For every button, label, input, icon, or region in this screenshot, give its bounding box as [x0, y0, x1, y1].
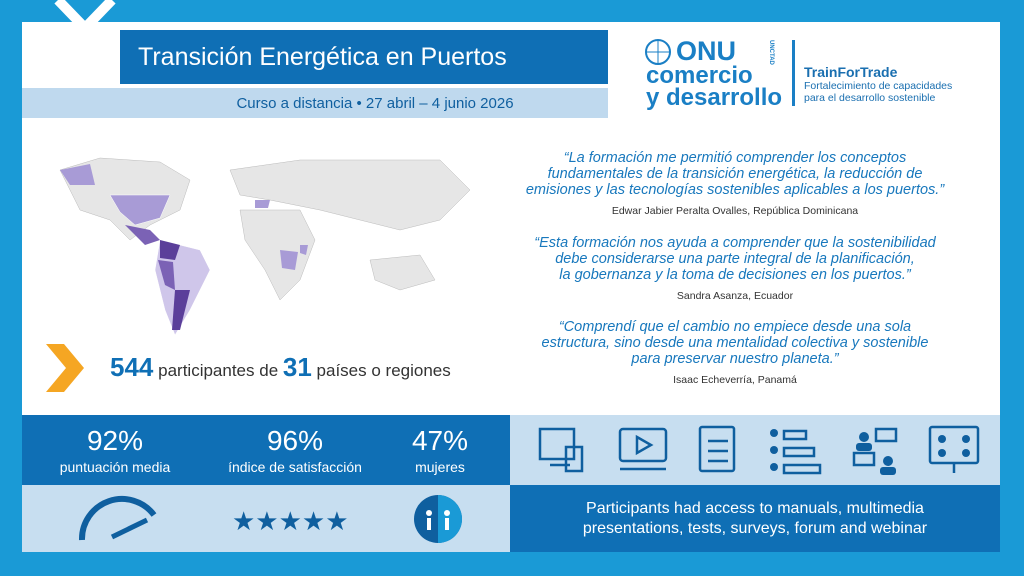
- quote: “Esta formación nos ayuda a comprender q…: [500, 235, 970, 304]
- stats-bar: [22, 415, 510, 485]
- chevron-deco: [54, 0, 116, 70]
- countries-text: países o regiones: [316, 361, 451, 380]
- quote-author: Sandra Asanza, Ecuador: [676, 290, 794, 302]
- stat: 92% puntuación media: [40, 425, 190, 475]
- participants: 544 participantes de 31 países o regione…: [110, 352, 451, 383]
- stat: 47% mujeres: [390, 425, 490, 475]
- participant-count: 544: [110, 352, 154, 382]
- quote: “Comprendí que el cambio no empiece desd…: [500, 319, 970, 388]
- stat-value: 47%: [411, 425, 469, 456]
- stat-value: 92%: [86, 425, 144, 456]
- logo-unctad: UNCTAD: [768, 40, 774, 65]
- trainfortrade: TrainForTrade Fortalecimiento de capacid…: [804, 64, 952, 104]
- quote-line: “La formación me permitió comprender los…: [563, 150, 907, 166]
- tagline: Fortalecimiento de capacidades: [804, 80, 953, 92]
- logo-line3: y desarrollo: [646, 84, 783, 111]
- title: Transición Energética en Puertos: [120, 30, 608, 84]
- stat: 96% índice de satisfacción: [210, 425, 380, 475]
- quote-line: fundamentales de la transición energétic…: [547, 166, 923, 182]
- note-line: Participants had access to manuals, mult…: [586, 499, 924, 517]
- participants-text: participantes de: [158, 361, 279, 380]
- quote-line: “Comprendí que el cambio no empiece desd…: [558, 319, 912, 335]
- tagline: para el desarrollo sostenible: [804, 92, 936, 104]
- stat-value: 96%: [266, 425, 324, 456]
- quote-line: emisiones y las tecnologías sostenibles …: [525, 182, 945, 198]
- quote: “La formación me permitió comprender los…: [500, 150, 970, 219]
- stat-icons: ★★★★★: [78, 495, 462, 543]
- subtitle: Curso a distancia • 27 abril – 4 junio 2…: [22, 88, 608, 118]
- un-emblem: [645, 39, 671, 65]
- resources-icons: [510, 415, 1000, 485]
- quote-line: estructura, sino desde una mentalidad co…: [541, 335, 929, 351]
- quote-line: la gobernanza y la toma de decisiones en…: [559, 267, 911, 283]
- logo-divider: [792, 40, 795, 106]
- note: Participants had access to manuals, mult…: [510, 485, 1000, 552]
- quote-line: “Esta formación nos ayuda a comprender q…: [534, 235, 936, 251]
- note-line: presentations, tests, surveys, forum and…: [582, 519, 928, 537]
- world-map: [59, 157, 471, 336]
- logo-line2: comercio: [646, 62, 753, 89]
- quote-line: debe considerarse una parte integral de …: [555, 251, 915, 267]
- quote-author: Isaac Echeverría, Panamá: [673, 374, 797, 386]
- brand: TrainForTrade: [804, 64, 898, 80]
- stat-label: índice de satisfacción: [228, 459, 362, 475]
- resource-icons: [538, 425, 980, 475]
- stat-label: mujeres: [415, 459, 465, 475]
- quote-line: para preservar nuestro planeta.”: [631, 351, 839, 367]
- arrow-icon: [46, 344, 84, 392]
- country-count: 31: [282, 352, 312, 382]
- stat-label: puntuación media: [59, 459, 171, 475]
- quote-author: Edwar Jabier Peralta Ovalles, República …: [611, 205, 859, 217]
- svg-text:★★★★★: ★★★★★: [232, 506, 349, 536]
- logo-onu: ONU: [676, 36, 736, 66]
- logo: ONU UNCTAD comercio y desarrollo: [640, 36, 790, 111]
